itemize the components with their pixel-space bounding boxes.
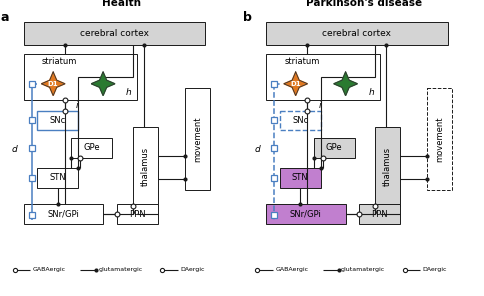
Bar bbox=[37, 168, 78, 188]
Bar bbox=[184, 88, 209, 190]
Polygon shape bbox=[333, 72, 357, 96]
Bar bbox=[24, 22, 205, 45]
Bar bbox=[313, 138, 354, 157]
Text: striatum: striatum bbox=[42, 57, 77, 66]
Text: h: h bbox=[367, 88, 373, 97]
Text: d: d bbox=[254, 145, 259, 154]
Text: movement: movement bbox=[434, 117, 443, 162]
Text: D1: D1 bbox=[48, 81, 59, 87]
Text: SNc: SNc bbox=[49, 116, 66, 125]
Bar bbox=[266, 54, 379, 100]
Text: cerebral cortex: cerebral cortex bbox=[80, 29, 149, 38]
Bar bbox=[117, 204, 157, 224]
Text: i: i bbox=[76, 101, 78, 110]
Text: GPe: GPe bbox=[83, 143, 100, 152]
Text: PPN: PPN bbox=[129, 210, 145, 219]
Bar bbox=[37, 111, 78, 130]
Text: PPN: PPN bbox=[371, 210, 387, 219]
Bar bbox=[426, 88, 451, 190]
Bar bbox=[132, 127, 157, 206]
Bar bbox=[24, 54, 137, 100]
Text: glutamatergic: glutamatergic bbox=[340, 267, 384, 272]
Text: GPe: GPe bbox=[325, 143, 342, 152]
Text: D1: D1 bbox=[290, 81, 301, 87]
Text: i: i bbox=[318, 101, 320, 110]
Text: thalamus: thalamus bbox=[382, 147, 391, 186]
Text: GABAergic: GABAergic bbox=[275, 267, 308, 272]
Text: SNr/GPi: SNr/GPi bbox=[289, 210, 321, 219]
Polygon shape bbox=[41, 72, 65, 96]
Bar bbox=[24, 204, 103, 224]
Bar bbox=[359, 204, 399, 224]
Bar bbox=[279, 168, 320, 188]
Text: DAergic: DAergic bbox=[180, 267, 204, 272]
Text: thalamus: thalamus bbox=[140, 147, 149, 186]
Bar bbox=[374, 127, 399, 206]
Text: striatum: striatum bbox=[284, 57, 319, 66]
Text: cerebral cortex: cerebral cortex bbox=[322, 29, 391, 38]
Text: GABAergic: GABAergic bbox=[33, 267, 66, 272]
Text: h: h bbox=[125, 88, 131, 97]
Text: SNc: SNc bbox=[291, 116, 308, 125]
Text: STN: STN bbox=[291, 173, 308, 182]
Text: STN: STN bbox=[49, 173, 66, 182]
Bar bbox=[71, 138, 112, 157]
Text: a: a bbox=[1, 11, 10, 24]
Text: d: d bbox=[12, 145, 17, 154]
Text: DAergic: DAergic bbox=[422, 267, 446, 272]
Text: glutamatergic: glutamatergic bbox=[98, 267, 142, 272]
Bar bbox=[279, 111, 320, 130]
Text: Health: Health bbox=[102, 0, 140, 7]
Text: b: b bbox=[243, 11, 252, 24]
Text: SNr/GPi: SNr/GPi bbox=[47, 210, 79, 219]
Text: Parkinson's disease: Parkinson's disease bbox=[305, 0, 421, 7]
Polygon shape bbox=[91, 72, 115, 96]
Bar bbox=[266, 22, 447, 45]
Text: movement: movement bbox=[192, 117, 201, 162]
Polygon shape bbox=[283, 72, 307, 96]
Bar bbox=[266, 204, 345, 224]
